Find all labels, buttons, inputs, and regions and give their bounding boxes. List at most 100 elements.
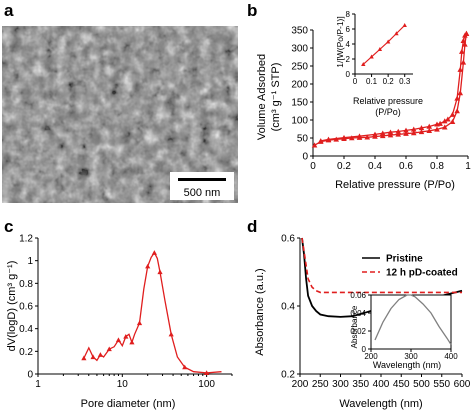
isotherm-data-point <box>410 126 417 132</box>
isotherm-y-tick-label: 300 <box>291 44 308 55</box>
bet-inset-x-tick-label: 0.1 <box>366 77 378 86</box>
isotherm-data-point <box>441 124 448 130</box>
pore-y-tick-label: 0 <box>27 370 33 381</box>
isotherm-data-point <box>387 129 394 135</box>
absorbance-inset-y-tick-label: 0.06 <box>350 291 366 300</box>
pore-data-point <box>81 355 87 361</box>
pore-data-point <box>97 352 104 357</box>
bet-inset-data-point <box>377 47 383 52</box>
isotherm-data-point <box>364 134 371 140</box>
absorbance-inset-x-tick-label: 400 <box>444 352 458 361</box>
panel-d: d 200 250 300 350 400 450 500 550 6000.20.40.6Pr… <box>247 217 471 410</box>
sem-image <box>2 26 238 203</box>
bet-inset-xlabel-line2: (P/Po) <box>375 107 401 117</box>
legend-label-0: Pristine <box>386 254 423 265</box>
absorbance-inset-y-tick-label: 0.02 <box>350 327 366 336</box>
isotherm-data-point <box>395 128 402 134</box>
bet-inset-y-tick-label: 0 <box>346 70 351 79</box>
pore-y-tick-label: 0.2 <box>19 347 33 358</box>
absorbance-inset-x-tick-label: 300 <box>404 352 418 361</box>
isotherm-data-point <box>418 129 425 135</box>
absorbance-inset-ylabel: Absorbance <box>350 305 359 348</box>
isotherm-data-point <box>434 126 440 132</box>
isotherm-data-point <box>426 123 433 129</box>
isotherm-data-point <box>325 136 332 142</box>
pore-data-point <box>123 334 129 339</box>
isotherm-data-point <box>449 111 456 117</box>
pore-data-point <box>90 354 96 360</box>
isotherm-x-tick-label: 1 <box>465 161 471 172</box>
isotherm-y-tick-label: 0 <box>302 152 308 163</box>
isotherm-data-point <box>418 125 425 131</box>
isotherm-data-point <box>410 130 417 136</box>
absorbance-series-line-1 <box>301 237 462 294</box>
bet-inset-data-point <box>394 31 399 36</box>
bet-inset-data-point <box>385 39 391 44</box>
pore-ylabel: dV(logD) (cm³ g⁻¹) <box>6 261 18 352</box>
isotherm-data-point <box>454 95 460 101</box>
absorbance-x-tick-label: 300 <box>332 379 349 390</box>
panel-c: c 1 10 100 0 0.2 0.4 0.6 0.8 1 1.2 dV(logD) (cm³ … <box>4 217 233 410</box>
pore-data-point <box>151 250 157 255</box>
absorbance-x-tick-label: 250 <box>312 379 329 390</box>
absorbance-inset-y-tick-label: 0.04 <box>350 309 366 318</box>
isotherm-data-point <box>403 130 409 136</box>
isotherm-data-point <box>379 130 386 136</box>
isotherm-data-point <box>454 108 460 114</box>
isotherm-data-point <box>372 131 378 137</box>
isotherm-data-point <box>317 138 324 144</box>
pore-xlabel: Pore diameter (nm) <box>81 398 176 410</box>
isotherm-xlabel: Relative pressure (P/Po) <box>335 179 455 191</box>
bet-inset-data-point <box>361 62 366 67</box>
pore-y-tick-label: 1 <box>27 256 33 267</box>
isotherm-ylabel-line2: (cm³ g⁻¹ STP) <box>270 63 282 132</box>
bet-inset-y-tick-label: 2 <box>346 55 351 64</box>
bet-inset-x-tick-label: 0.3 <box>399 77 411 86</box>
scale-bar: 500 nm <box>170 172 234 200</box>
isotherm-data-point <box>459 48 465 54</box>
bet-inset-x-tick-label: 0 <box>353 77 358 86</box>
isotherm-data-point <box>395 131 402 137</box>
absorbance-x-tick-label: 400 <box>373 379 390 390</box>
absorbance-x-tick-label: 450 <box>393 379 410 390</box>
absorbance-x-tick-label: 550 <box>433 379 450 390</box>
bet-inset-xlabel-line1: Relative pressure <box>353 96 423 106</box>
absorbance-y-tick-label: 0.2 <box>281 370 295 381</box>
pore-y-tick-label: 0.6 <box>19 302 33 313</box>
isotherm-y-tick-label: 200 <box>291 80 308 91</box>
bet-inset-data-point <box>369 54 374 59</box>
isotherm-y-tick-label: 250 <box>291 62 308 73</box>
pore-y-tick-label: 0.8 <box>19 279 33 290</box>
panel-letter-c: c <box>4 217 13 236</box>
isotherm-data-point <box>449 119 456 125</box>
panel-letter-d: d <box>247 217 257 236</box>
bet-inset-x-tick-label: 0.2 <box>383 77 395 86</box>
absorbance-inset-series-line-0 <box>374 294 452 345</box>
isotherm-data-point <box>341 134 347 140</box>
isotherm-y-tick-label: 150 <box>291 98 308 109</box>
absorbance-inset-frame <box>370 294 452 350</box>
bet-inset-ylabel: 1/[W(Po/P-1)] <box>335 16 345 67</box>
isotherm-data-point <box>426 128 433 134</box>
isotherm-data-point <box>434 121 440 127</box>
isotherm-data-point <box>333 136 340 142</box>
pore-data-point <box>129 339 135 345</box>
absorbance-chart: 200 250 300 350 400 450 500 550 6000.20.40.6Pris… <box>281 234 471 391</box>
isotherm-data-point <box>311 142 318 148</box>
isotherm-data-point <box>403 127 409 133</box>
isotherm-data-point <box>441 118 448 124</box>
bet-inset-y-tick-label: 8 <box>346 10 351 19</box>
pore-data-point <box>145 263 151 269</box>
pore-data-point <box>157 269 163 275</box>
absorbance-x-tick-label: 200 <box>292 379 309 390</box>
bet-inset-y-tick-label: 6 <box>346 25 351 34</box>
absorbance-x-tick-label: 500 <box>413 379 430 390</box>
pore-x-tick-label: 10 <box>117 379 129 390</box>
legend-label-1: 12 h pD-coated <box>386 268 458 279</box>
pore-y-tick-label: 0.4 <box>19 324 33 335</box>
isotherm-y-tick-label: 50 <box>297 134 309 145</box>
pore-data-point <box>106 346 112 352</box>
